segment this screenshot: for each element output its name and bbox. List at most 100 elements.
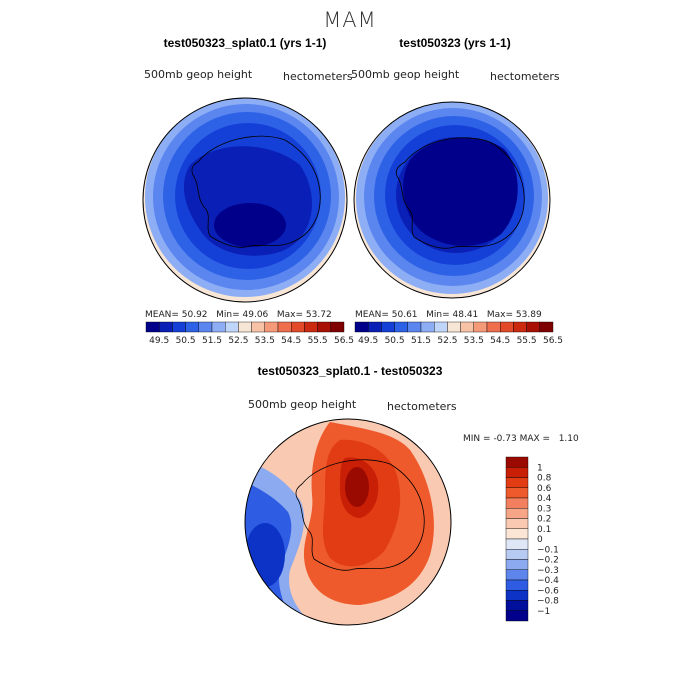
cb2-tick-label: 56.5 xyxy=(543,336,563,346)
cb3-swatch xyxy=(505,610,529,622)
panel1-min: 49.06 xyxy=(242,310,269,320)
panel1-units-label: hectometers xyxy=(283,70,353,83)
colorbar-panel2: 49.5 50.5 51.5 52.5 53.5 54.5 55.5 56.5 xyxy=(354,321,563,346)
cb2-swatch xyxy=(473,321,488,333)
panel2-map-border xyxy=(353,101,551,299)
cb1-tick-label: 54.5 xyxy=(281,336,301,346)
panel2-field-label: 500mb geop height xyxy=(351,68,460,81)
cb2-swatch xyxy=(513,321,527,333)
cb3-swatch xyxy=(505,487,529,499)
cb3-tick-label: −1 xyxy=(537,607,550,617)
panel2-coastline xyxy=(395,137,525,249)
cb2-tick-label: 49.5 xyxy=(358,336,378,346)
cb1-swatch xyxy=(158,321,173,333)
cb1-swatch xyxy=(211,321,226,333)
panel3-min: -0.73 xyxy=(493,434,517,444)
cb1-tick-label: 52.5 xyxy=(228,336,248,346)
colorbar-panel3: 10.80.60.40.30.20.10−0.1−0.2−0.3−0.4−0.6… xyxy=(505,456,559,622)
cb2-tick-label: 51.5 xyxy=(411,336,431,346)
panel1-stats: MEAN= 50.92 Min= 49.06 Max= 53.72 xyxy=(145,310,332,320)
panel3-field-label: 500mb geop height xyxy=(248,398,357,411)
cb2-swatch xyxy=(420,321,435,333)
cb3-swatch xyxy=(505,600,529,611)
cb1-swatch xyxy=(251,321,266,333)
cb3-swatch xyxy=(505,456,529,468)
cb1-tick-label: 51.5 xyxy=(202,336,222,346)
cb1-tick-label: 55.5 xyxy=(308,336,328,346)
cb3-swatch xyxy=(505,508,529,519)
cb1-swatch xyxy=(264,321,279,333)
cb2-swatch xyxy=(539,321,554,333)
cb3-tick-label: −0.1 xyxy=(537,545,559,555)
panel2-map xyxy=(354,102,550,298)
panel3-units-label: hectometers xyxy=(387,400,457,413)
cb3-swatch xyxy=(505,518,529,529)
cb2-swatch xyxy=(526,321,540,333)
cb1-tick-label: 56.5 xyxy=(334,336,354,346)
cb3-tick-label: −0.6 xyxy=(537,586,559,596)
cb3-swatch xyxy=(505,467,529,478)
cb3-swatch xyxy=(505,549,529,560)
cb3-tick-label: 1 xyxy=(537,463,543,473)
cb1-swatch xyxy=(291,321,305,333)
panel2-stats: MEAN= 50.61 Min= 48.41 Max= 53.89 xyxy=(355,310,542,320)
cb2-tick-label: 55.5 xyxy=(517,336,537,346)
cb2-swatch xyxy=(394,321,409,333)
cb1-swatch xyxy=(185,321,200,333)
cb2-swatch xyxy=(447,321,461,333)
panel3-stats: MIN = -0.73 MAX = 1.10 xyxy=(463,434,579,444)
cb1-swatch xyxy=(317,321,332,333)
cb2-swatch xyxy=(407,321,422,333)
cb3-tick-label: 0.2 xyxy=(537,515,551,525)
cb1-swatch xyxy=(277,321,292,333)
p3-max-core xyxy=(345,467,369,507)
panel3-max: 1.10 xyxy=(558,434,579,444)
panel3-map-border xyxy=(244,418,452,626)
cb1-swatch xyxy=(145,321,160,333)
panel2-max: 53.89 xyxy=(515,310,542,320)
cb2-swatch xyxy=(368,321,382,333)
figure-title: MAM xyxy=(323,8,377,32)
cb2-tick-label: 54.5 xyxy=(490,336,510,346)
cb2-tick-label: 50.5 xyxy=(385,336,405,346)
cb1-swatch xyxy=(238,321,252,333)
cb3-swatch xyxy=(505,569,529,581)
cb2-swatch xyxy=(434,321,448,333)
panel1-mean: 50.92 xyxy=(181,310,208,320)
cb3-swatch xyxy=(505,579,529,591)
cb1-tick-label: 49.5 xyxy=(149,336,169,346)
panel1-map-border xyxy=(142,97,348,303)
cb2-swatch xyxy=(486,321,501,333)
cb1-swatch xyxy=(330,321,345,333)
colorbar-panel1: 49.5 50.5 51.5 52.5 53.5 54.5 55.5 56.5 xyxy=(145,321,354,346)
cb2-tick-label: 53.5 xyxy=(464,336,484,346)
cb1-swatch xyxy=(304,321,318,333)
panel3-map xyxy=(245,419,451,625)
cb1-swatch xyxy=(198,321,213,333)
cb3-tick-label: −0.2 xyxy=(537,556,559,566)
cb3-swatch xyxy=(505,590,529,601)
cb2-swatch xyxy=(500,321,514,333)
panel2-min: 48.41 xyxy=(452,310,479,320)
cb3-tick-label: 0.3 xyxy=(537,504,551,514)
panel1-field-label: 500mb geop height xyxy=(144,68,253,81)
panel2-mean: 50.61 xyxy=(391,310,418,320)
cb3-tick-label: −0.8 xyxy=(537,597,559,607)
cb2-tick-label: 52.5 xyxy=(437,336,457,346)
cb2-swatch xyxy=(381,321,395,333)
cb3-tick-label: 0 xyxy=(537,535,543,545)
cb2-swatch xyxy=(460,321,475,333)
panel1-map xyxy=(143,98,347,302)
cb3-swatch xyxy=(505,477,529,488)
panel2-title: test050323 (yrs 1-1) xyxy=(399,36,511,50)
panel1-coastline xyxy=(191,135,321,248)
cb3-tick-label: 0.1 xyxy=(537,525,551,535)
p2-min-core xyxy=(403,137,518,246)
cb3-swatch xyxy=(505,497,529,509)
panel3-coastline xyxy=(295,459,425,571)
cb1-tick-label: 50.5 xyxy=(176,336,196,346)
cb3-swatch xyxy=(505,559,529,570)
cb3-swatch xyxy=(505,538,529,550)
panel1-max: 53.72 xyxy=(305,310,332,320)
